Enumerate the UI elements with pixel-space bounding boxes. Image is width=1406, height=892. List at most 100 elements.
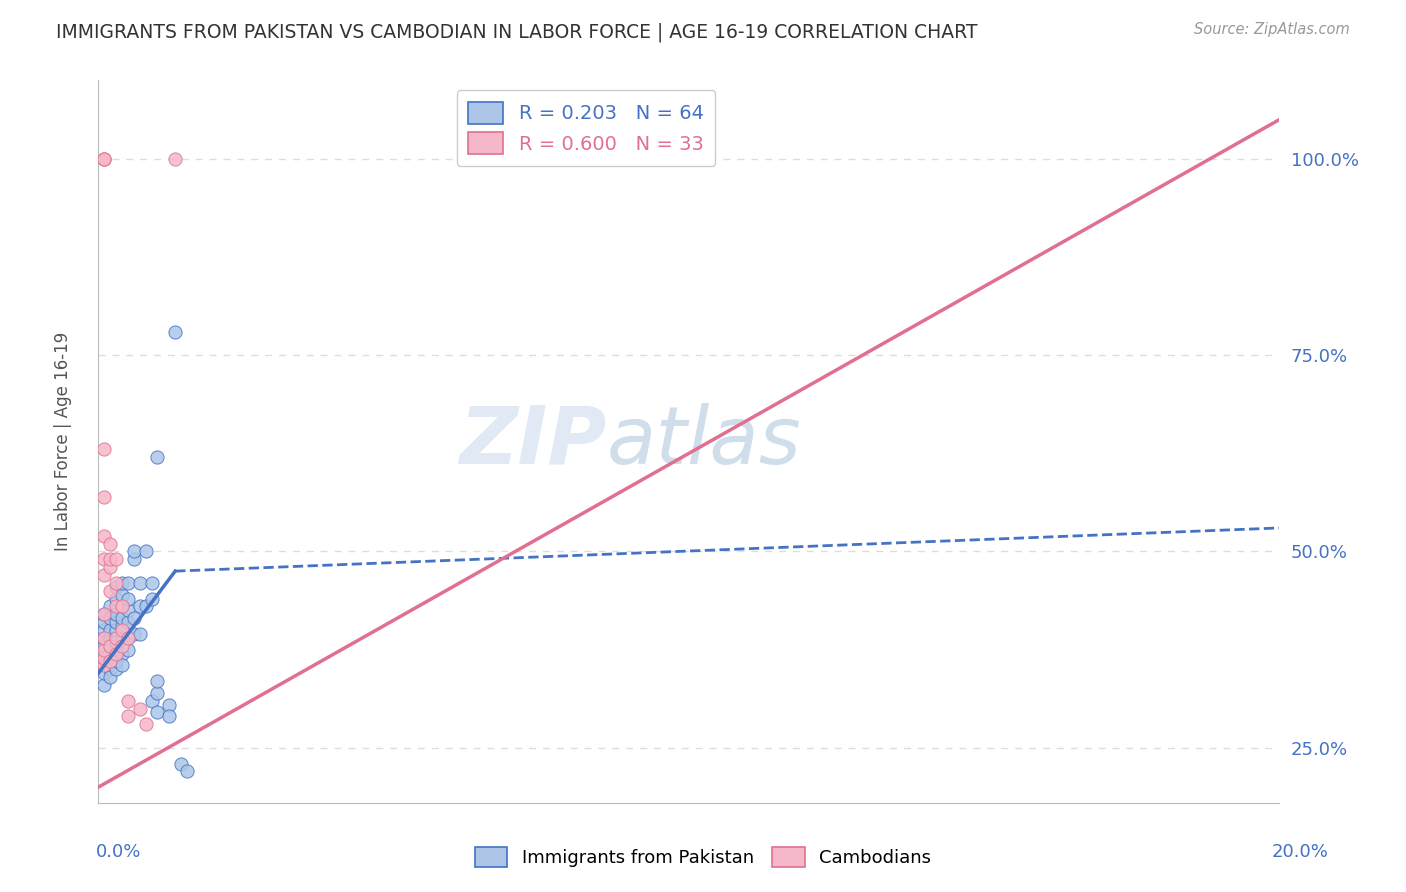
Point <box>93 152 115 166</box>
Point <box>141 575 163 590</box>
Point <box>93 650 115 665</box>
Point <box>176 764 198 779</box>
Point <box>98 536 121 550</box>
Point <box>111 599 134 614</box>
Point <box>128 701 150 715</box>
Point <box>98 647 121 661</box>
Point <box>157 698 180 712</box>
Point <box>93 552 115 566</box>
Point <box>98 611 121 625</box>
Point <box>98 662 121 676</box>
Point <box>93 623 115 637</box>
Point <box>98 552 121 566</box>
Point <box>105 607 128 622</box>
Point <box>157 709 180 723</box>
Point <box>105 615 128 630</box>
Point <box>93 490 115 504</box>
Point <box>98 560 121 574</box>
Point <box>117 575 139 590</box>
Point <box>117 709 139 723</box>
Point <box>93 152 115 166</box>
Point <box>105 650 128 665</box>
Point <box>105 552 128 566</box>
Point <box>128 599 150 614</box>
Text: 0.0%: 0.0% <box>96 843 141 861</box>
Point <box>105 575 128 590</box>
Point <box>105 647 128 661</box>
Point <box>93 658 115 673</box>
Point <box>181 890 204 892</box>
Point <box>111 647 134 661</box>
Point <box>93 678 115 692</box>
Point <box>98 631 121 645</box>
Point <box>93 658 115 673</box>
Point <box>111 611 134 625</box>
Point <box>111 588 134 602</box>
Point <box>98 655 121 669</box>
Point <box>135 599 157 614</box>
Point <box>111 599 134 614</box>
Point <box>98 623 121 637</box>
Text: Source: ZipAtlas.com: Source: ZipAtlas.com <box>1194 22 1350 37</box>
Point <box>93 647 115 661</box>
Legend: R = 0.203   N = 64, R = 0.600   N = 33: R = 0.203 N = 64, R = 0.600 N = 33 <box>457 90 716 166</box>
Point <box>98 599 121 614</box>
Point <box>117 631 139 645</box>
Point <box>117 603 139 617</box>
Point <box>98 639 121 653</box>
Point <box>105 580 128 594</box>
Point <box>105 655 128 669</box>
Point <box>117 694 139 708</box>
Point <box>141 591 163 606</box>
Point <box>141 694 163 708</box>
Text: atlas: atlas <box>606 402 801 481</box>
Point <box>146 686 169 700</box>
Point <box>98 583 121 598</box>
Point <box>93 152 115 166</box>
Point <box>93 442 115 457</box>
Point <box>165 325 187 339</box>
Point <box>135 544 157 558</box>
Point <box>93 642 115 657</box>
Point <box>98 655 121 669</box>
Legend: Immigrants from Pakistan, Cambodians: Immigrants from Pakistan, Cambodians <box>468 839 938 874</box>
Point <box>111 619 134 633</box>
Point <box>146 674 169 689</box>
Point <box>93 639 115 653</box>
Point <box>105 635 128 649</box>
Point <box>122 552 145 566</box>
Point <box>98 639 121 653</box>
Point <box>128 627 150 641</box>
Point <box>98 670 121 684</box>
Point <box>105 631 128 645</box>
Point <box>122 544 145 558</box>
Point <box>122 611 145 625</box>
Point <box>117 591 139 606</box>
Point <box>122 627 145 641</box>
Point <box>117 631 139 645</box>
Point <box>105 623 128 637</box>
Text: 20.0%: 20.0% <box>1272 843 1329 861</box>
Point <box>93 631 115 645</box>
Point <box>128 575 150 590</box>
Point <box>105 642 128 657</box>
Point <box>111 631 134 645</box>
Text: IMMIGRANTS FROM PAKISTAN VS CAMBODIAN IN LABOR FORCE | AGE 16-19 CORRELATION CHA: IMMIGRANTS FROM PAKISTAN VS CAMBODIAN IN… <box>56 22 977 42</box>
Point <box>93 607 115 622</box>
Point <box>105 599 128 614</box>
Point <box>117 642 139 657</box>
Point <box>146 706 169 720</box>
Point <box>93 666 115 681</box>
Point <box>93 615 115 630</box>
Point <box>93 568 115 582</box>
Point <box>111 658 134 673</box>
Point <box>93 607 115 622</box>
Point <box>146 450 169 465</box>
Point <box>135 717 157 731</box>
Point <box>117 615 139 630</box>
Point <box>111 639 134 653</box>
Point <box>93 631 115 645</box>
Point <box>111 623 134 637</box>
Point <box>105 662 128 676</box>
Point <box>93 529 115 543</box>
